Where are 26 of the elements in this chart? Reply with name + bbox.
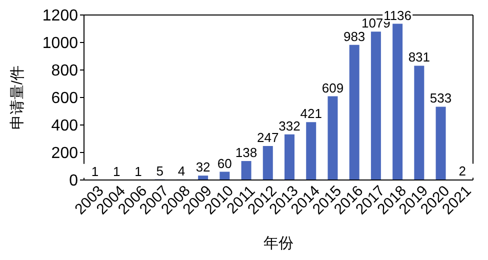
- data-label: 4: [178, 163, 186, 178]
- data-label: 1: [134, 164, 142, 179]
- y-tick-label: 1200: [42, 8, 78, 25]
- y-tick-label: 400: [51, 118, 78, 135]
- y-tick-label: 0: [69, 172, 78, 190]
- y-tick-label: 1000: [42, 35, 78, 52]
- data-label: 533: [430, 90, 452, 106]
- data-label: 5: [156, 163, 164, 178]
- y-tick-label: 600: [51, 90, 78, 108]
- data-label: 2: [458, 164, 466, 179]
- data-label: 1: [91, 164, 99, 179]
- data-label: 1136: [384, 8, 412, 23]
- y-axis-title: 申请量/件: [9, 65, 26, 130]
- data-label: 138: [235, 145, 258, 160]
- data-label: 60: [217, 156, 232, 171]
- data-label: 247: [257, 130, 279, 146]
- y-tick-label: 800: [51, 62, 78, 80]
- data-label: 1: [112, 164, 120, 179]
- data-label: 421: [300, 106, 322, 122]
- data-label: 32: [196, 160, 210, 175]
- data-label: 609: [322, 80, 344, 96]
- data-label: 983: [343, 28, 366, 44]
- data-label: 831: [408, 50, 430, 65]
- data-label: 332: [278, 118, 300, 134]
- y-tick-label: 200: [51, 145, 78, 162]
- x-axis-title: 年份: [264, 235, 294, 252]
